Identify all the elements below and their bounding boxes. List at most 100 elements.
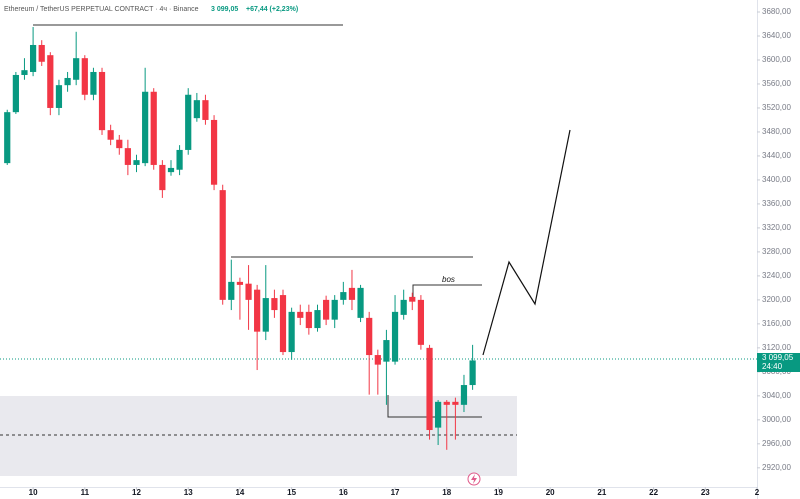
symbol-title: Ethereum / TetherUS PERPETUAL CONTRACT ·… xyxy=(4,6,199,13)
candle-body xyxy=(133,160,140,165)
candle-body xyxy=(107,130,114,140)
candle-body xyxy=(64,77,71,86)
candle-body xyxy=(21,70,28,75)
candle-body xyxy=(55,85,63,108)
candle-body xyxy=(409,296,416,302)
y-tick-label: 3560,00 xyxy=(762,79,791,88)
candle-body xyxy=(254,289,261,332)
candle-body xyxy=(219,190,226,300)
y-tick-label: 3320,00 xyxy=(762,223,791,232)
candle-body xyxy=(331,299,338,320)
countdown: 24:40 xyxy=(762,362,783,371)
x-tick-label: 14 xyxy=(235,488,244,497)
x-tick-label: 11 xyxy=(81,488,90,497)
candle-body xyxy=(245,283,252,300)
header-price: 3 099,05 xyxy=(211,6,238,13)
candle-body xyxy=(469,360,476,386)
x-tick-label: 13 xyxy=(184,488,193,497)
y-tick-label: 3440,00 xyxy=(762,151,791,160)
candle-body xyxy=(236,281,244,285)
candle-body xyxy=(288,311,295,353)
candle-body xyxy=(383,340,390,362)
candle-body xyxy=(38,44,45,62)
candle-body xyxy=(81,58,88,95)
low-line xyxy=(387,395,482,418)
event-icon-bolt xyxy=(471,474,477,484)
x-tick-label: 12 xyxy=(132,488,141,497)
candle-body xyxy=(98,71,106,131)
candle-body xyxy=(262,298,269,332)
candle-body xyxy=(202,100,209,120)
candle-body xyxy=(90,71,97,95)
y-tick-label: 3040,00 xyxy=(762,391,791,400)
candle-body xyxy=(314,310,321,329)
x-tick-label: 18 xyxy=(442,488,451,497)
x-tick-label: 16 xyxy=(339,488,348,497)
candle-body xyxy=(374,355,381,365)
y-tick-label: 3120,00 xyxy=(762,343,791,352)
projection xyxy=(482,129,571,356)
x-tick-label: 17 xyxy=(391,488,400,497)
y-tick-label: 3200,00 xyxy=(762,295,791,304)
y-tick-label: 3280,00 xyxy=(762,247,791,256)
candle-body xyxy=(297,311,304,318)
candle-body xyxy=(29,44,37,72)
candle-body xyxy=(12,74,19,113)
y-tick-label: 3160,00 xyxy=(762,319,791,328)
candle-body xyxy=(4,112,11,164)
candle-body xyxy=(73,58,80,80)
plot xyxy=(4,26,476,450)
last-price-box xyxy=(757,353,800,372)
candle-body xyxy=(348,287,356,300)
x-tick-label: 15 xyxy=(287,488,296,497)
candle-body xyxy=(167,167,175,173)
x-tick-label: 23 xyxy=(701,488,710,497)
y-tick-label: 3520,00 xyxy=(762,103,791,112)
candle-body xyxy=(443,401,450,405)
candle-body xyxy=(323,299,330,320)
candle-body xyxy=(271,298,278,311)
candle-body xyxy=(391,311,399,362)
header-change: +67,44 (+2,23%) xyxy=(246,6,298,13)
axes: 3680,00 3640,00 3600,00 3560,00 3520,00 3480,… xyxy=(29,7,792,497)
candle-body xyxy=(185,94,192,150)
y-tick-label: 3680,00 xyxy=(762,7,791,16)
x-tick-label: 20 xyxy=(546,488,555,497)
candle-body xyxy=(228,281,235,300)
candle-body xyxy=(340,292,347,300)
x-tick-label: 22 xyxy=(649,488,658,497)
y-tick-label: 3480,00 xyxy=(762,127,791,136)
candle-body xyxy=(124,148,131,165)
candle-body xyxy=(116,139,123,149)
candle-body xyxy=(435,401,442,428)
candle-body xyxy=(193,100,200,119)
candle-body xyxy=(426,347,433,431)
y-tick-label: 3240,00 xyxy=(762,271,791,280)
candle-body xyxy=(159,164,166,191)
candle-body xyxy=(460,385,468,405)
candle-body xyxy=(47,55,54,108)
y-tick-label: 2960,00 xyxy=(762,439,791,448)
candle-body xyxy=(142,91,149,164)
last-price-label: 3 099,05 xyxy=(762,353,794,362)
x-tick-label: 10 xyxy=(29,488,38,497)
candle-body xyxy=(210,119,218,185)
candle-body xyxy=(279,295,287,353)
candle-body xyxy=(305,311,312,329)
y-tick-label: 3400,00 xyxy=(762,175,791,184)
candle-body xyxy=(150,91,157,165)
annotation: bos xyxy=(442,275,455,284)
candle-body xyxy=(452,401,459,405)
candle-body xyxy=(400,299,407,315)
candle-body xyxy=(366,317,373,356)
candle-body xyxy=(176,149,183,170)
y-tick-label: 3000,00 xyxy=(762,415,791,424)
bos-line xyxy=(412,284,482,298)
y-tick-label: 3600,00 xyxy=(762,55,791,64)
x-tick-label: 21 xyxy=(597,488,606,497)
y-tick-label: 3640,00 xyxy=(762,31,791,40)
candle-body xyxy=(357,287,364,318)
x-tick-label: 2 xyxy=(755,488,760,497)
y-tick-label: 2920,00 xyxy=(762,463,791,472)
